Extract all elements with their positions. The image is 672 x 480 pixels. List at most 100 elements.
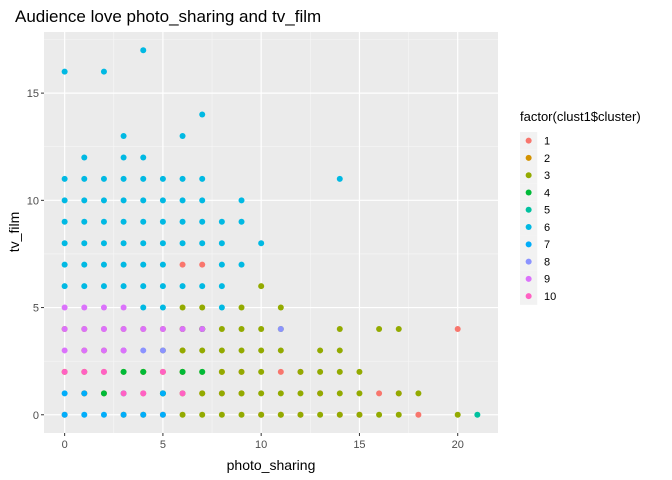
legend-key-dot [525, 293, 532, 300]
data-point [61, 261, 68, 268]
series-5 [474, 411, 481, 418]
series-9 [61, 304, 206, 354]
data-point [258, 325, 265, 332]
data-point [415, 390, 422, 397]
x-tick-label: 15 [353, 439, 365, 451]
data-point [81, 368, 88, 375]
legend-label: 6 [544, 222, 550, 234]
data-point [277, 390, 284, 397]
legend-key-dot [525, 189, 532, 196]
data-point [317, 347, 324, 354]
data-point [179, 390, 186, 397]
series-6 [61, 47, 343, 311]
data-point [218, 368, 225, 375]
data-point [336, 347, 343, 354]
data-point [140, 154, 147, 161]
data-point [238, 347, 245, 354]
data-point [120, 411, 127, 418]
x-axis: 0 5 10 15 20 [62, 433, 464, 451]
x-axis-title: photo_sharing [227, 457, 316, 473]
data-point [395, 411, 402, 418]
data-point [454, 411, 461, 418]
data-point [61, 240, 68, 247]
data-point [218, 283, 225, 290]
y-axis: 0 5 10 15 [27, 88, 44, 422]
data-point [120, 304, 127, 311]
data-point [120, 283, 127, 290]
data-point [140, 390, 147, 397]
data-point [140, 411, 147, 418]
data-point [179, 261, 186, 268]
data-point [120, 390, 127, 397]
data-point [61, 368, 68, 375]
data-point [81, 154, 88, 161]
legend-key-dot [525, 224, 532, 231]
data-point [199, 261, 206, 268]
data-point [218, 304, 225, 311]
data-point [395, 390, 402, 397]
plot-panel [44, 32, 498, 433]
data-point [81, 218, 88, 225]
data-point [238, 304, 245, 311]
data-point [100, 283, 107, 290]
data-point [238, 390, 245, 397]
data-point [159, 218, 166, 225]
data-point [218, 240, 225, 247]
data-point [376, 325, 383, 332]
data-point [100, 390, 107, 397]
legend-key-dot [525, 172, 532, 179]
data-point [159, 390, 166, 397]
data-point [179, 411, 186, 418]
series-10 [61, 368, 186, 397]
legend-label: 5 [544, 205, 550, 217]
data-point [61, 347, 68, 354]
data-point [120, 197, 127, 204]
data-point [120, 368, 127, 375]
data-point [258, 283, 265, 290]
data-point [120, 154, 127, 161]
data-point [317, 390, 324, 397]
legend-label: 9 [544, 274, 550, 286]
data-point [179, 325, 186, 332]
data-point [199, 368, 206, 375]
y-axis-title: tv_film [6, 212, 22, 252]
data-point [61, 175, 68, 182]
data-point [179, 368, 186, 375]
data-point [81, 261, 88, 268]
data-point [140, 304, 147, 311]
data-point [179, 347, 186, 354]
data-point [179, 133, 186, 140]
data-point [140, 197, 147, 204]
legend-key-dot [525, 258, 532, 265]
data-point [100, 347, 107, 354]
data-point [61, 411, 68, 418]
data-point [100, 261, 107, 268]
legend-label: 10 [544, 291, 556, 303]
legend-label: 4 [544, 187, 550, 199]
x-tick-label: 20 [452, 439, 464, 451]
data-point [140, 325, 147, 332]
data-point [61, 68, 68, 75]
data-point [199, 218, 206, 225]
data-point [218, 325, 225, 332]
data-point [100, 240, 107, 247]
data-point [199, 240, 206, 247]
data-point [297, 368, 304, 375]
data-point [317, 368, 324, 375]
legend-key-dot [525, 154, 532, 161]
data-point [140, 368, 147, 375]
y-tick-label: 10 [27, 195, 39, 207]
data-point [100, 175, 107, 182]
legend-key-dot [525, 206, 532, 213]
data-point [218, 218, 225, 225]
data-point [179, 283, 186, 290]
data-point [258, 411, 265, 418]
legend-label: 2 [544, 153, 550, 165]
data-point [336, 390, 343, 397]
data-point [140, 218, 147, 225]
data-point [199, 197, 206, 204]
data-point [100, 218, 107, 225]
grid-lines [44, 32, 498, 433]
data-point [258, 347, 265, 354]
data-point [61, 218, 68, 225]
